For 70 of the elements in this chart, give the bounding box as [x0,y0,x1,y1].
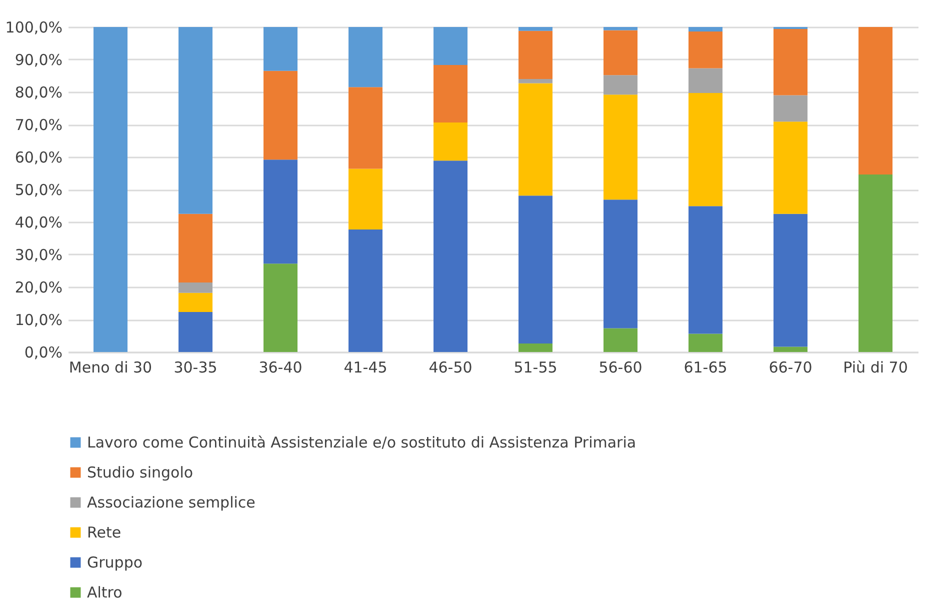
x-tick-label: 46-50 [428,358,472,376]
x-tick-label: 51-55 [514,358,558,376]
bar [688,92,722,206]
bar [688,334,722,352]
bar [858,27,892,175]
bar [348,168,382,230]
x-tick-label: 61-65 [684,358,728,376]
x-tick-label: 36-40 [258,358,302,376]
x-tick-label: Meno di 30 [68,358,152,376]
bar [348,229,382,352]
y-tick-label: 80,0% [14,84,62,102]
bar [178,27,212,214]
legend-label: Altro [87,584,122,600]
bar [518,79,552,84]
bar [178,292,212,312]
x-tick-label: 56-60 [598,358,642,376]
bar [774,346,808,352]
bar [178,214,212,282]
y-tick-label: 60,0% [14,148,62,166]
bar [858,174,892,352]
y-tick-label: 70,0% [14,116,62,134]
y-tick-label: 40,0% [14,214,62,232]
y-tick-label: 50,0% [14,181,62,199]
bar [348,87,382,169]
bar [604,94,638,200]
bar [604,27,638,30]
bar [434,122,468,161]
bar [434,160,468,352]
bar [518,83,552,196]
bar [604,30,638,76]
bar [264,160,298,264]
bar [178,282,212,293]
bar [688,27,722,32]
bar [604,200,638,328]
bar [178,312,212,352]
bar [264,264,298,352]
bar [774,122,808,214]
x-tick-label: 30-35 [174,358,218,376]
x-tick-label: Più di 70 [843,358,908,376]
bar [434,27,468,66]
y-tick-label: 90,0% [14,51,62,69]
bar [688,32,722,68]
legend-label: Associazione semplice [87,494,256,512]
bar [774,95,808,122]
bar [774,28,808,96]
bar [774,214,808,347]
bar [604,75,638,95]
y-tick-label: 100,0% [5,18,62,36]
bar [518,27,552,31]
y-tick-label: 0,0% [24,344,62,362]
x-tick-label: 66-70 [768,358,812,376]
y-tick-label: 20,0% [14,278,62,296]
bar [688,68,722,93]
y-tick-label: 30,0% [14,246,62,264]
legend-label: Lavoro come Continuità Assistenziale e/o sostituto di Assistenza Primaria [87,434,636,452]
bar [264,70,298,160]
x-tick-label: 41-45 [344,358,388,376]
legend-label: Rete [87,524,122,542]
legend-label: Studio singolo [87,464,194,482]
bar [688,206,722,334]
bar [434,65,468,123]
bar [348,27,382,88]
bar [518,196,552,344]
bar [264,27,298,71]
legend-label: Gruppo [87,554,143,572]
bar [94,27,128,352]
y-tick-label: 10,0% [14,311,62,329]
bar [604,328,638,352]
bar [518,30,552,79]
bar [518,344,552,352]
